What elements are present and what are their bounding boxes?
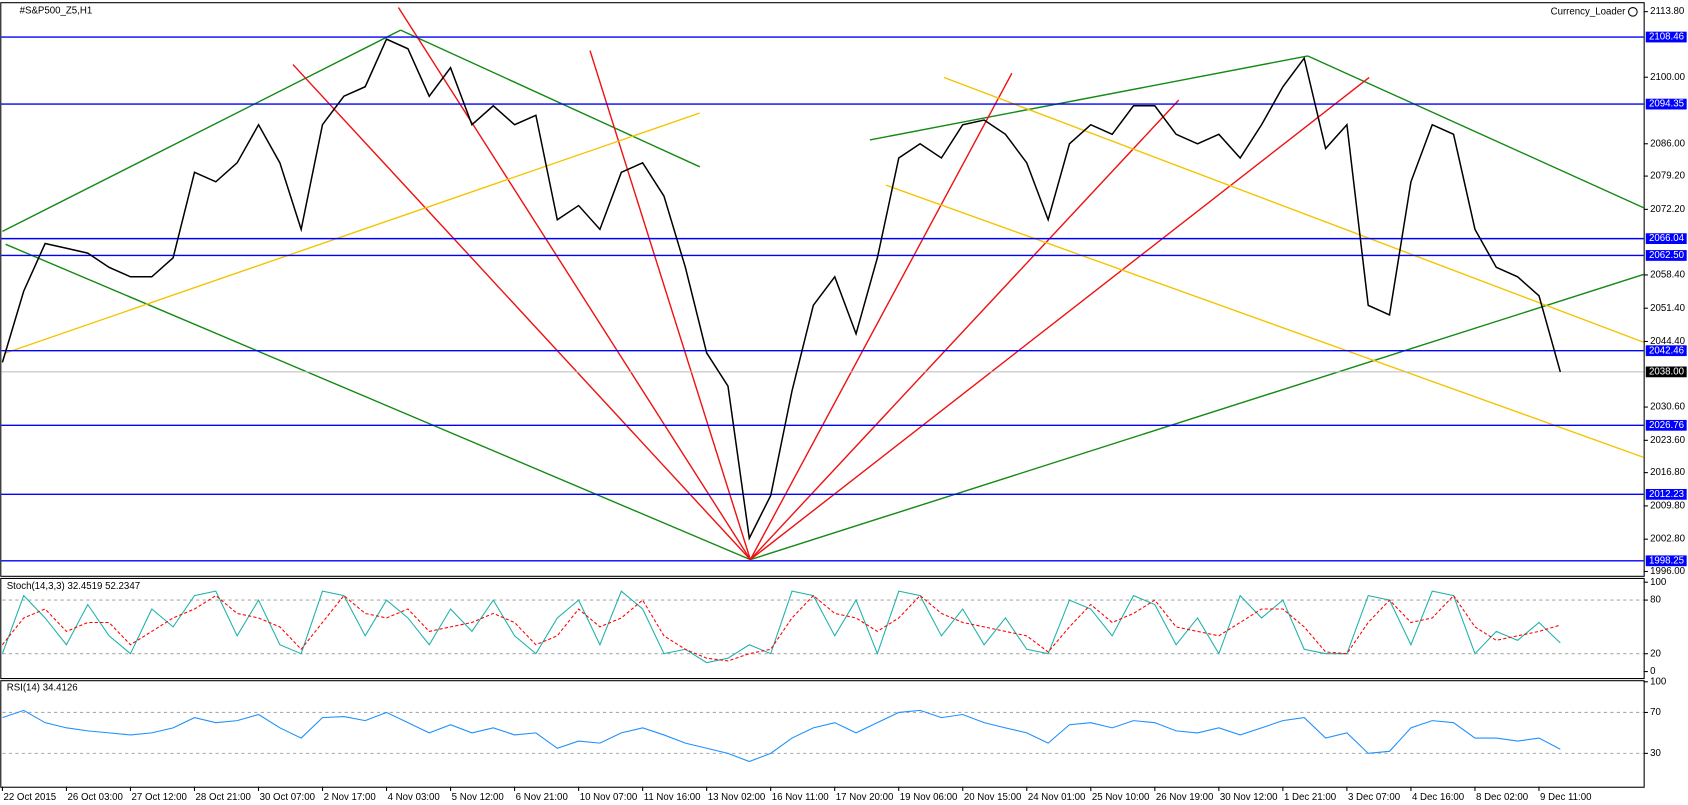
x-tick-label: 26 Oct 03:00 [68, 792, 123, 803]
x-tick-label: 9 Dec 11:00 [1540, 792, 1591, 803]
x-tick-label: 30 Oct 07:00 [260, 792, 315, 803]
level-label: 1998.25 [1649, 555, 1684, 566]
fan-line [749, 76, 1370, 561]
y-tick-label: 2002.80 [1650, 534, 1685, 545]
y-tick-label: 1996.00 [1650, 566, 1685, 577]
level-label-bg [1645, 233, 1687, 245]
x-tick-label: 28 Oct 21:00 [196, 792, 251, 803]
y-tick-label: 80 [1650, 595, 1661, 606]
level-label: 2094.35 [1649, 99, 1684, 110]
y-tick-label: 2044.40 [1650, 336, 1685, 347]
x-tick-label: 4 Dec 16:00 [1412, 792, 1464, 803]
level-label-bg [1645, 250, 1687, 261]
y-tick-label: 100 [1650, 676, 1666, 687]
x-tick-label: 2 Nov 17:00 [324, 792, 376, 803]
level-label: 2042.46 [1649, 345, 1684, 356]
x-tick-label: 10 Nov 07:00 [580, 792, 638, 803]
fan-line [589, 50, 752, 560]
last-price-bg [1645, 366, 1687, 378]
y-tick-label: 0 [1650, 666, 1655, 677]
x-tick-label: 20 Nov 15:00 [964, 792, 1022, 803]
series-line [1, 590, 1561, 664]
indicator-name: Currency_Loader [1551, 6, 1627, 17]
x-tick-label: 8 Dec 02:00 [1476, 792, 1528, 803]
x-tick-label: 26 Nov 19:00 [1156, 792, 1214, 803]
level-label-bg [1645, 488, 1687, 500]
channel-line [943, 76, 1644, 343]
y-tick-label: 2051.40 [1650, 303, 1685, 314]
x-tick-label: 1 Dec 21:00 [1284, 792, 1336, 803]
level-label: 2012.23 [1649, 489, 1684, 500]
y-tick-label: 2100.00 [1650, 72, 1685, 83]
fan-line [749, 72, 1013, 560]
stoch-panel [0, 577, 1645, 680]
series-line [1, 594, 1561, 662]
level-label: 2066.04 [1649, 233, 1685, 244]
x-tick-label: 6 Nov 21:00 [516, 792, 568, 803]
level-label: 2062.50 [1649, 250, 1684, 261]
trend-line [869, 55, 1308, 141]
chart-title: #S&P500_Z5,H1 [20, 5, 93, 16]
level-label-bg [1645, 345, 1687, 357]
y-tick-label: 70 [1650, 707, 1661, 718]
y-tick-label: 100 [1650, 577, 1666, 588]
last-price-label: 2038.00 [1649, 366, 1684, 377]
series-line [2, 709, 1561, 763]
x-tick-label: 4 Nov 03:00 [388, 792, 440, 803]
x-tick-label: 17 Nov 20:00 [836, 792, 894, 803]
x-tick-label: 11 Nov 16:00 [644, 792, 701, 803]
level-label-bg [1645, 419, 1687, 431]
level-label: 2108.46 [1649, 32, 1684, 43]
y-tick-label: 2058.40 [1650, 270, 1685, 281]
trend-line [5, 243, 751, 561]
x-tick-label: 13 Nov 02:00 [708, 792, 766, 803]
x-tick-label: 3 Dec 07:00 [1348, 792, 1400, 803]
x-tick-label: 22 Oct 2015 [3, 792, 56, 803]
x-tick-label: 27 Oct 12:00 [132, 792, 187, 803]
trend-line [400, 29, 701, 168]
x-tick-label: 24 Nov 01:00 [1028, 792, 1086, 803]
main-panel [0, 2, 1645, 577]
y-tick-label: 2113.80 [1650, 6, 1684, 17]
x-tick-label: 19 Nov 06:00 [900, 792, 958, 803]
y-tick-label: 2079.20 [1650, 171, 1685, 182]
y-tick-label: 30 [1650, 748, 1661, 759]
y-tick-label: 2030.60 [1650, 402, 1685, 413]
stoch-title: Stoch(14,3,3) 32.4519 52.2347 [7, 581, 140, 592]
y-tick-label: 2009.80 [1650, 500, 1685, 511]
rsi-title: RSI(14) 34.4126 [7, 682, 78, 693]
level-label-bg [1645, 555, 1687, 567]
y-tick-label: 2016.80 [1650, 467, 1685, 478]
fan-line [397, 7, 751, 561]
fan-line [749, 99, 1180, 561]
y-tick-label: 2072.20 [1650, 204, 1685, 215]
fan-line [292, 64, 751, 561]
trend-lines [2, 7, 1644, 561]
x-tick-label: 30 Nov 12:00 [1220, 792, 1278, 803]
level-label: 2026.76 [1649, 420, 1684, 431]
trend-line [750, 273, 1644, 561]
channel-line [885, 184, 1644, 459]
x-tick-label: 16 Nov 11:00 [772, 792, 829, 803]
level-label-bg [1645, 98, 1687, 110]
rsi-panel [0, 680, 1645, 788]
x-tick-label: 5 Nov 12:00 [452, 792, 504, 803]
y-tick-label: 2086.00 [1650, 138, 1685, 149]
series-line [1, 38, 1562, 541]
y-tick-label: 2023.60 [1650, 435, 1685, 446]
x-tick-label: 25 Nov 10:00 [1092, 792, 1150, 803]
channel-line [5, 112, 701, 354]
smiley-icon [1628, 6, 1638, 17]
level-label-bg [1645, 31, 1687, 43]
y-tick-label: 20 [1650, 648, 1661, 659]
trend-line [2, 29, 401, 233]
